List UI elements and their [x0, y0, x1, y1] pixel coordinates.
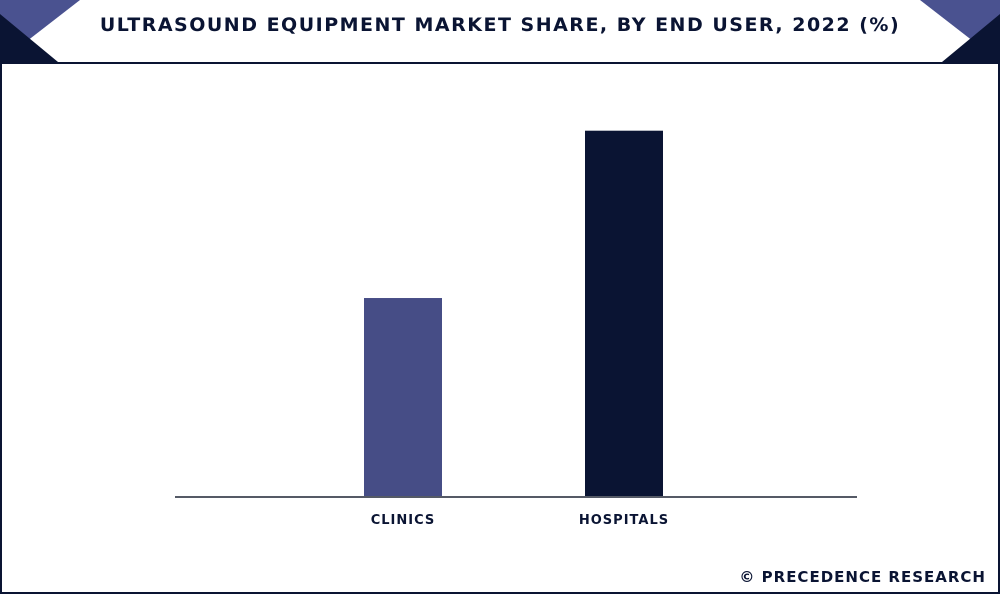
- header-band: ULTRASOUND EQUIPMENT MARKET SHARE, BY EN…: [0, 0, 1000, 62]
- bars-group: [364, 130, 663, 497]
- category-label-hospitals: HOSPITALS: [579, 513, 669, 528]
- bar-hospitals: [585, 130, 663, 497]
- category-label-clinics: CLINICS: [371, 513, 436, 528]
- chart-title: ULTRASOUND EQUIPMENT MARKET SHARE, BY EN…: [99, 14, 901, 36]
- chart-panel: [0, 62, 1000, 594]
- source-credit: © PRECEDENCE RESEARCH: [739, 568, 986, 586]
- category-labels-group: CLINICS HOSPITALS: [371, 513, 669, 528]
- bar-clinics: [364, 298, 442, 497]
- left-corner-decoration: [0, 0, 80, 62]
- right-corner-decoration: [920, 0, 1000, 62]
